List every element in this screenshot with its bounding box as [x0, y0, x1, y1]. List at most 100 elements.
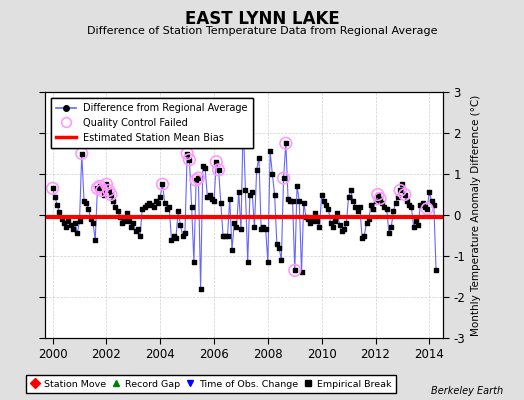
- Point: [185, 156, 193, 163]
- Point: [78, 150, 86, 157]
- Point: [391, 200, 400, 206]
- Point: [342, 220, 351, 226]
- Point: [138, 206, 147, 212]
- Point: [235, 189, 243, 196]
- Point: [67, 222, 75, 228]
- Point: [279, 175, 288, 181]
- Point: [210, 198, 219, 204]
- Point: [205, 191, 214, 198]
- Point: [394, 193, 402, 200]
- Point: [64, 218, 72, 224]
- Point: [98, 187, 106, 194]
- Point: [291, 267, 299, 274]
- Point: [179, 232, 187, 239]
- Point: [125, 218, 133, 224]
- Point: [331, 218, 340, 224]
- Point: [335, 222, 344, 228]
- Point: [127, 224, 135, 230]
- Text: Berkeley Earth: Berkeley Earth: [431, 386, 503, 396]
- Point: [337, 228, 346, 234]
- Point: [123, 210, 131, 216]
- Point: [75, 218, 84, 224]
- Point: [318, 191, 326, 198]
- Point: [194, 175, 203, 181]
- Point: [149, 204, 158, 210]
- Point: [48, 185, 57, 192]
- Point: [358, 234, 366, 241]
- Point: [89, 220, 97, 226]
- Y-axis label: Monthly Temperature Anomaly Difference (°C): Monthly Temperature Anomaly Difference (…: [471, 94, 481, 336]
- Point: [132, 228, 140, 234]
- Point: [176, 222, 184, 228]
- Point: [98, 187, 106, 194]
- Point: [293, 183, 301, 190]
- Point: [374, 191, 382, 198]
- Point: [253, 167, 261, 173]
- Point: [250, 224, 259, 230]
- Point: [244, 259, 252, 265]
- Point: [151, 198, 160, 204]
- Point: [403, 198, 411, 204]
- Point: [95, 183, 104, 190]
- Legend: Difference from Regional Average, Quality Control Failed, Estimated Station Mean: Difference from Regional Average, Qualit…: [51, 98, 253, 148]
- Point: [93, 185, 102, 192]
- Point: [304, 216, 312, 222]
- Point: [111, 204, 119, 210]
- Point: [324, 206, 333, 212]
- Point: [407, 204, 416, 210]
- Point: [203, 193, 212, 200]
- Point: [192, 177, 200, 183]
- Point: [414, 222, 422, 228]
- Point: [259, 224, 268, 230]
- Point: [385, 230, 393, 237]
- Point: [223, 232, 232, 239]
- Point: [423, 206, 431, 212]
- Point: [221, 232, 230, 239]
- Point: [409, 224, 418, 230]
- Point: [95, 183, 104, 190]
- Point: [353, 208, 362, 214]
- Point: [118, 220, 126, 226]
- Point: [82, 200, 91, 206]
- Point: [91, 236, 100, 243]
- Point: [376, 195, 384, 202]
- Point: [219, 232, 227, 239]
- Point: [104, 187, 113, 194]
- Point: [154, 200, 162, 206]
- Point: [163, 206, 171, 212]
- Point: [239, 118, 247, 124]
- Point: [389, 208, 398, 214]
- Point: [281, 140, 290, 146]
- Point: [367, 202, 375, 208]
- Point: [309, 218, 317, 224]
- Text: EAST LYNN LAKE: EAST LYNN LAKE: [184, 10, 340, 28]
- Point: [268, 171, 277, 177]
- Point: [387, 224, 396, 230]
- Point: [351, 204, 359, 210]
- Point: [172, 234, 180, 241]
- Point: [60, 220, 68, 226]
- Legend: Station Move, Record Gap, Time of Obs. Change, Empirical Break: Station Move, Record Gap, Time of Obs. C…: [26, 375, 396, 393]
- Point: [107, 191, 115, 198]
- Point: [86, 216, 95, 222]
- Point: [315, 224, 324, 230]
- Point: [279, 175, 288, 181]
- Point: [432, 267, 440, 274]
- Point: [73, 230, 81, 237]
- Point: [326, 220, 335, 226]
- Point: [208, 195, 216, 202]
- Point: [212, 158, 221, 165]
- Point: [284, 195, 292, 202]
- Point: [53, 202, 61, 208]
- Point: [349, 198, 357, 204]
- Point: [192, 177, 200, 183]
- Point: [246, 191, 254, 198]
- Point: [147, 202, 156, 208]
- Point: [378, 200, 386, 206]
- Point: [383, 206, 391, 212]
- Point: [140, 204, 149, 210]
- Point: [430, 202, 438, 208]
- Point: [196, 286, 205, 292]
- Point: [333, 210, 342, 216]
- Point: [165, 204, 173, 210]
